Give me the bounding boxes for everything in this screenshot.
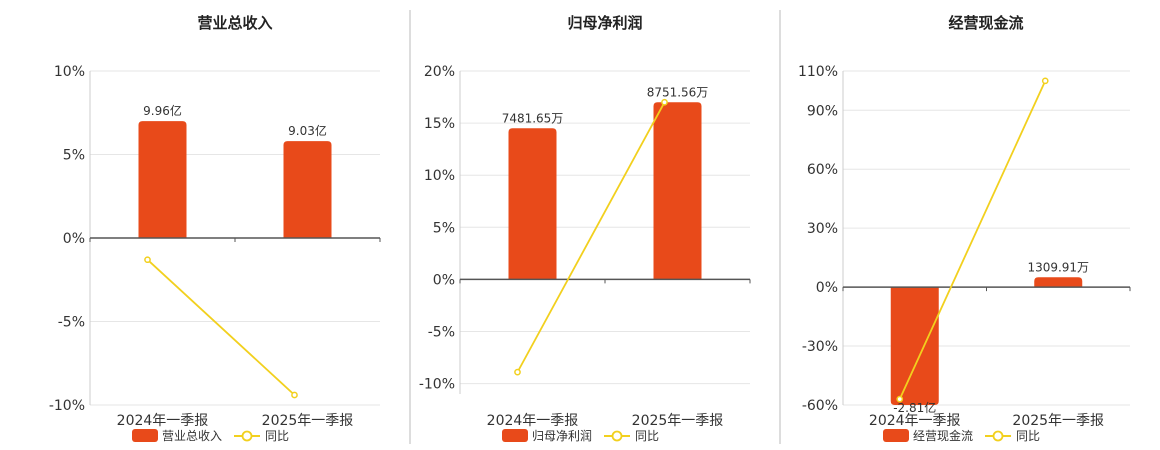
y-tick-label: -5% — [428, 324, 455, 340]
y-tick-label: -10% — [419, 377, 455, 393]
y-tick-label: 90% — [807, 103, 838, 119]
y-tick-label: 110% — [798, 64, 838, 80]
chart-title: 归母净利润 — [567, 14, 642, 32]
legend-marker-yoy — [992, 430, 1004, 442]
bar-data-label: 9.03亿 — [288, 123, 327, 138]
legend: 营业总收入 同比 — [132, 429, 289, 443]
yoy-point — [661, 98, 668, 106]
chart-2: 归母净利润 20% 15% 10% 5% 0% -5% -10% 7481.65万 8751.56… — [419, 14, 751, 443]
chart-title: 经营现金流 — [948, 14, 1023, 32]
legend-marker-yoy — [241, 430, 253, 442]
legend-label-yoy: 同比 — [635, 429, 659, 443]
yoy-point — [896, 395, 904, 403]
y-tick-label: -30% — [802, 339, 838, 355]
legend-label-yoy: 同比 — [265, 429, 289, 443]
bar-data-label: 9.96亿 — [143, 103, 182, 118]
y-tick-label: 15% — [424, 116, 455, 132]
legend-swatch-bar — [883, 429, 909, 442]
yoy-point — [514, 368, 521, 376]
bar — [1034, 277, 1083, 288]
legend-label-bar: 归母净利润 — [532, 429, 592, 443]
yoy-point — [291, 391, 298, 399]
legend-swatch-bar — [502, 429, 528, 442]
legend-swatch-bar — [132, 429, 158, 442]
y-tick-label: 5% — [433, 220, 455, 236]
y-tick-label: 0% — [816, 280, 838, 296]
x-tick-label: 2024年一季报 — [117, 413, 209, 429]
y-tick-label: 10% — [54, 64, 85, 80]
y-tick-label: -10% — [49, 398, 85, 414]
bar — [653, 102, 702, 280]
yoy-point — [144, 256, 151, 264]
y-tick-label: 0% — [63, 231, 85, 247]
yoy-point — [1041, 77, 1049, 85]
legend-label-bar: 经营现金流 — [913, 428, 973, 443]
x-tick-label: 2024年一季报 — [487, 413, 579, 429]
y-tick-label: 5% — [63, 148, 85, 164]
bar — [138, 121, 187, 238]
x-tick-label: 2025年一季报 — [1012, 413, 1104, 429]
y-tick-label: 30% — [807, 221, 838, 237]
bar-data-label: 8751.56万 — [647, 85, 709, 99]
bar — [508, 128, 557, 280]
y-tick-label: 20% — [424, 64, 455, 80]
legend-label-yoy: 同比 — [1016, 429, 1040, 443]
chart-1: 营业总收入 10% 5% 0% -5% -10% 9.96亿 9.03亿 2024年一季报 202… — [49, 14, 381, 443]
yoy-line — [146, 259, 296, 396]
bar — [890, 287, 939, 405]
legend: 经营现金流 同比 — [883, 428, 1040, 443]
y-tick-label: 0% — [433, 272, 455, 288]
chart-title: 营业总收入 — [197, 14, 272, 32]
y-tick-label: -60% — [802, 398, 838, 414]
yoy-line — [898, 80, 1047, 400]
y-tick-label: 10% — [424, 168, 455, 184]
yoy-line — [516, 101, 666, 373]
bar-data-label: 1309.91万 — [1027, 260, 1089, 274]
y-tick-label: -5% — [58, 315, 85, 331]
legend-label-bar: 营业总收入 — [162, 429, 222, 443]
bar — [283, 141, 332, 238]
chart-3: 经营现金流 110% 90% 60% 30% 0% -30% -60% -2.81亿 1309.9… — [798, 14, 1131, 443]
legend-marker-yoy — [611, 430, 623, 442]
x-tick-label: 2025年一季报 — [262, 413, 354, 429]
bar-data-label: 7481.65万 — [502, 111, 564, 125]
bar-data-label: -2.81亿 — [893, 400, 936, 415]
x-tick-label: 2025年一季报 — [632, 413, 724, 429]
y-tick-label: 60% — [807, 162, 838, 178]
x-tick-label: 2024年一季报 — [869, 413, 961, 429]
legend: 归母净利润 同比 — [502, 429, 659, 443]
